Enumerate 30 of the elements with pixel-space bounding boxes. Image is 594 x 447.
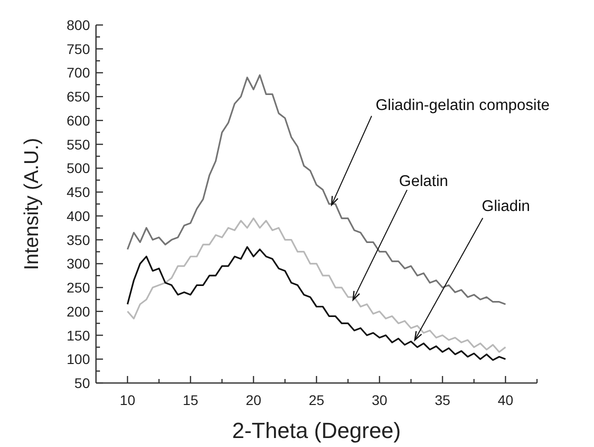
y-tick-label: 450 <box>66 184 90 200</box>
y-tick-label: 50 <box>74 375 90 391</box>
y-tick-label: 250 <box>66 280 90 296</box>
x-tick-label: 15 <box>182 392 198 408</box>
x-tick-label: 35 <box>434 392 450 408</box>
y-axis-title: Intensity (A.U.) <box>21 138 43 270</box>
y-tick-label: 100 <box>66 351 90 368</box>
y-tick-label: 350 <box>66 232 90 248</box>
x-tick-label: 25 <box>308 392 324 408</box>
y-tick-label: 550 <box>66 136 90 152</box>
y-tick-label: 200 <box>66 303 90 320</box>
y-tick-label: 700 <box>66 64 90 81</box>
line-series <box>126 246 506 361</box>
x-tick-label: 40 <box>498 392 514 408</box>
y-tick-label: 750 <box>66 40 90 57</box>
annotation: Gliadin <box>482 198 530 216</box>
x-tick-label: 20 <box>246 392 262 408</box>
y-tick-label: 150 <box>66 327 90 344</box>
line-series <box>126 218 506 353</box>
y-tick-label: 500 <box>66 160 90 176</box>
annotation: Gliadin-gelatin composite <box>376 96 550 114</box>
y-tick-label: 600 <box>66 112 90 128</box>
y-tick-label: 800 <box>66 17 90 33</box>
annotation: Gelatin <box>399 172 448 190</box>
y-tick-label: 400 <box>66 208 90 224</box>
y-tick-label: 300 <box>66 256 90 272</box>
x-tick-label: 10 <box>120 392 136 408</box>
x-axis-title: 2-Theta (Degree) <box>232 418 401 443</box>
x-tick-label: 30 <box>372 392 388 408</box>
y-tick-label: 650 <box>66 88 90 105</box>
